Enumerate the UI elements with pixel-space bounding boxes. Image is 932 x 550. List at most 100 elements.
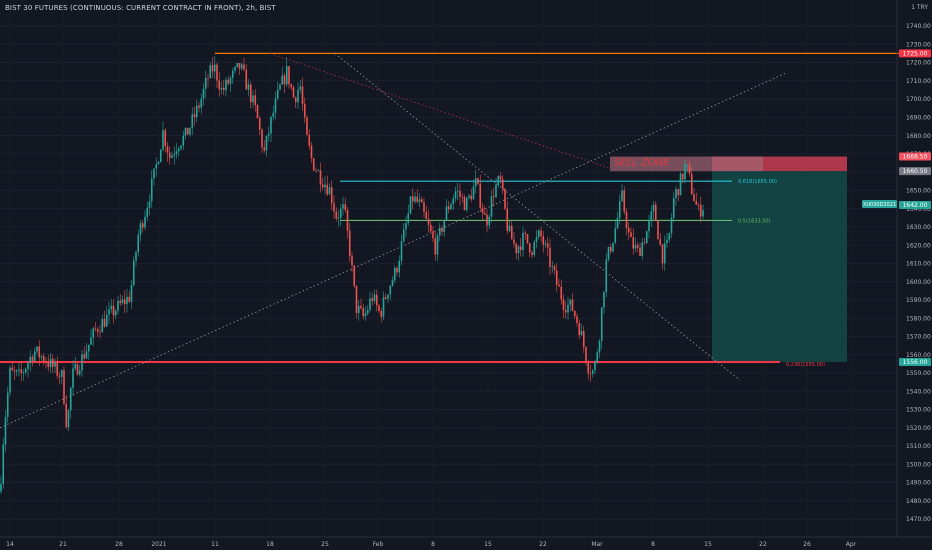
candle-body <box>616 217 619 229</box>
candle-body <box>121 299 124 304</box>
candle-body <box>276 89 279 99</box>
candle-body <box>164 130 167 147</box>
x-tick-label: 11 <box>211 541 219 548</box>
candle-body <box>632 237 635 249</box>
candle-body <box>33 351 36 362</box>
y-tick-label: 1610.00 <box>906 261 931 268</box>
candle-body <box>542 236 545 245</box>
candle-body <box>272 112 275 117</box>
candle-body <box>488 216 491 226</box>
candle-body <box>564 309 567 313</box>
candle-body <box>117 300 119 311</box>
candle-body <box>699 204 702 217</box>
candle-body <box>20 369 23 374</box>
candle-body <box>182 135 185 146</box>
candle-body <box>15 370 18 372</box>
candle-body <box>202 88 205 99</box>
candle-body <box>69 387 72 411</box>
candle-body <box>486 214 488 226</box>
candle-body <box>128 296 131 302</box>
candle-body <box>22 372 25 374</box>
x-tick-label: 21 <box>59 541 67 548</box>
candle-body <box>11 367 14 371</box>
candle-body <box>375 294 378 306</box>
candle-body <box>513 239 515 244</box>
x-tick-label: 22 <box>759 541 767 548</box>
candle-body <box>319 170 322 185</box>
candle-body <box>141 223 144 228</box>
candle-body <box>6 392 9 417</box>
candle-body <box>87 344 90 352</box>
candle-body <box>524 232 527 234</box>
candle-body <box>24 368 27 373</box>
candle-body <box>324 184 326 188</box>
candle-body <box>56 362 59 376</box>
candle-body <box>641 242 644 256</box>
candle-body <box>666 239 668 244</box>
x-tick-label: 22 <box>539 541 547 548</box>
candle-body <box>4 416 7 445</box>
candle-body <box>369 298 371 310</box>
price-axis[interactable]: 1740.00 1730.00 1720.00 1710.00 1700.00 1690.… <box>906 23 931 523</box>
candle-body <box>654 204 657 222</box>
candle-body <box>40 356 43 358</box>
candle-body <box>531 252 533 256</box>
candle-body <box>114 310 117 316</box>
x-tick-label: 15 <box>704 541 712 548</box>
candle-body <box>598 340 601 353</box>
candle-body <box>668 233 671 240</box>
candle-body <box>544 243 547 245</box>
candle-body <box>695 201 698 205</box>
candle-body <box>126 296 128 305</box>
candle-body <box>290 84 293 88</box>
candle-body <box>337 217 340 219</box>
y-tick-label: 1510.00 <box>906 443 931 450</box>
x-tick-label: Mar <box>591 541 603 548</box>
candle-body <box>427 218 430 225</box>
candle-body <box>301 86 304 104</box>
candle-body <box>193 114 196 118</box>
candle-body <box>702 210 704 217</box>
candle-body <box>342 204 344 209</box>
candle-body <box>310 145 313 159</box>
candle-body <box>648 220 650 232</box>
price-tag-bg <box>899 167 931 176</box>
y-tick-label: 1500.00 <box>906 461 931 468</box>
y-tick-label: 1540.00 <box>906 388 931 395</box>
candle-body <box>51 358 54 367</box>
time-axis[interactable]: 14 21 28 2021 11 18 25 Feb 8 15 22 Mar 8 15 22 26 Apr <box>6 541 857 548</box>
candle-body <box>236 63 239 67</box>
candle-body <box>607 247 610 260</box>
candle-body <box>407 213 410 223</box>
sell-zone-entry <box>610 156 763 172</box>
candle-body <box>38 346 41 358</box>
candle-body <box>441 227 443 232</box>
candle-body <box>279 84 281 90</box>
candle-body <box>490 196 493 217</box>
candle-body <box>180 145 182 149</box>
price-tag-bg <box>899 357 931 366</box>
candle-body <box>189 127 191 135</box>
candle-body <box>135 251 137 261</box>
candle-body <box>274 98 277 113</box>
candle-body <box>387 294 389 299</box>
drawing-zones <box>610 156 847 362</box>
candle-body <box>463 197 466 211</box>
candle-body <box>398 260 401 273</box>
candle-body <box>634 245 637 249</box>
candle-body <box>346 209 349 231</box>
candle-body <box>416 196 419 202</box>
y-tick-label: 1710.00 <box>906 78 931 85</box>
candle-body <box>636 245 639 248</box>
candle-body <box>380 311 383 317</box>
candle-body <box>436 235 439 255</box>
candle-body <box>650 211 653 221</box>
x-tick-label: 14 <box>6 541 14 548</box>
y-tick-label: 1640.00 <box>906 206 931 213</box>
candle-body <box>132 260 135 285</box>
candle-body <box>168 152 171 158</box>
x-tick-label: 15 <box>484 541 492 548</box>
y-tick-label: 1680.00 <box>906 133 931 140</box>
candle-body <box>283 75 286 85</box>
